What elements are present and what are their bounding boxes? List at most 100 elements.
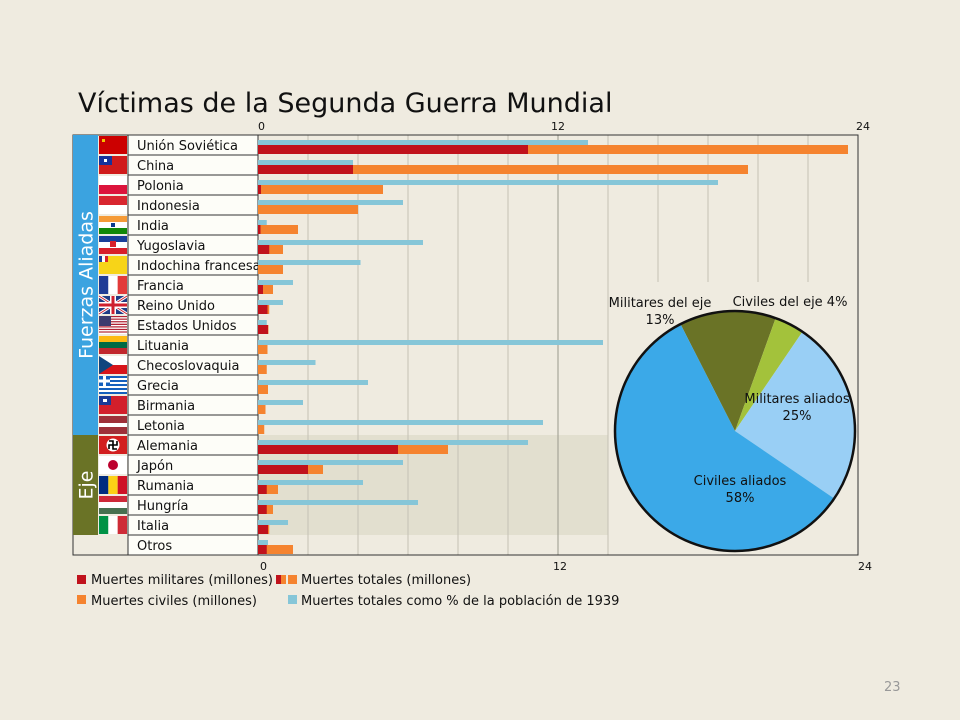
legend-swatch-total-b	[281, 575, 286, 584]
category-label: Yugoslavia	[136, 239, 206, 254]
bar-population-pct	[258, 340, 603, 345]
axis-tick-top: 0	[258, 120, 265, 133]
bar-military-deaths	[258, 445, 398, 454]
category-label: Japón	[136, 459, 173, 474]
category-label: China	[137, 159, 174, 174]
bar-military-deaths	[258, 325, 268, 334]
bar-population-pct	[258, 360, 316, 365]
bar-total-deaths	[258, 385, 268, 394]
bar-military-deaths	[258, 505, 267, 514]
category-label: Lituania	[137, 339, 189, 354]
group-label: Fuerzas Aliadas	[76, 211, 98, 359]
flag-icon	[99, 436, 127, 454]
bar-total-deaths	[258, 365, 267, 374]
bar-total-deaths	[258, 165, 748, 174]
flag-icon	[99, 276, 127, 294]
pie-label: Civiles del eje 4%	[733, 295, 848, 310]
legend-label: Muertes totales (millones)	[301, 573, 471, 588]
category-label: Rumania	[137, 479, 194, 494]
bar-military-deaths	[258, 465, 308, 474]
bar-population-pct	[258, 300, 283, 305]
flag-icon	[99, 496, 127, 514]
flag-icon	[99, 156, 127, 174]
bar-population-pct	[258, 220, 267, 225]
bar-population-pct	[258, 260, 361, 265]
bar-population-pct	[258, 440, 528, 445]
bar-population-pct	[258, 320, 267, 325]
flag-icon	[99, 456, 127, 474]
bar-military-deaths	[258, 485, 267, 494]
bar-military-deaths	[258, 285, 263, 294]
axis-tick-bottom: 0	[260, 560, 267, 573]
flag-icon	[99, 336, 127, 354]
pie-label: Militares del eje	[609, 296, 712, 311]
bar-total-deaths	[258, 145, 848, 154]
bar-total-deaths	[258, 285, 273, 294]
category-label: India	[137, 219, 169, 234]
category-label: Birmania	[137, 399, 195, 414]
bar-military-deaths	[258, 165, 353, 174]
pie-slice	[680, 311, 776, 431]
bar-population-pct	[258, 420, 543, 425]
pie-pct-label: 25%	[783, 409, 812, 424]
legend-swatch-pct	[288, 595, 297, 604]
legend-swatch-military	[77, 575, 86, 584]
category-label: Checoslovaquia	[137, 359, 239, 374]
bar-military-deaths	[258, 545, 267, 554]
category-label: Italia	[137, 519, 169, 534]
bar-total-deaths	[258, 405, 266, 414]
axis-tick-top: 24	[856, 120, 870, 133]
legend-label: Muertes totales como % de la población d…	[301, 594, 619, 609]
bar-population-pct	[258, 540, 268, 545]
flag-icon	[99, 236, 127, 254]
bar-population-pct	[258, 460, 403, 465]
pie-label: Militares aliados	[744, 392, 849, 407]
bar-military-deaths	[258, 305, 268, 314]
category-label: Indonesia	[137, 199, 200, 214]
pie-slice	[735, 331, 855, 499]
pie-slice	[615, 324, 835, 551]
category-label: Grecia	[137, 379, 179, 394]
bar-total-deaths	[258, 425, 265, 434]
bar-total-deaths	[258, 225, 298, 234]
bar-total-deaths	[258, 245, 283, 254]
flag-icon	[99, 396, 127, 414]
bar-total-deaths	[258, 485, 278, 494]
bar-population-pct	[258, 160, 353, 165]
bar-total-deaths	[258, 205, 358, 214]
pie-pct-label: 58%	[726, 491, 755, 506]
axis-tick-bottom: 12	[553, 560, 567, 573]
bar-total-deaths	[258, 265, 283, 274]
slide-title: Víctimas de la Segunda Guerra Mundial	[78, 88, 613, 119]
flag-icon	[99, 196, 127, 214]
pie-pct-label: 13%	[646, 313, 675, 328]
bar-population-pct	[258, 240, 423, 245]
group-label: Eje	[76, 471, 98, 500]
flag-icon	[98, 294, 128, 316]
flag-icon	[99, 316, 127, 334]
bar-population-pct	[258, 480, 363, 485]
bar-total-deaths	[258, 345, 268, 354]
legend-label: Muertes civiles (millones)	[91, 594, 257, 609]
bar-population-pct	[258, 400, 303, 405]
pie-label: Civiles aliados	[694, 474, 787, 489]
legend-swatch-total-c	[288, 575, 297, 584]
category-label: Letonia	[137, 419, 185, 434]
bar-population-pct	[258, 520, 288, 525]
bar-military-deaths	[258, 245, 270, 254]
bar-population-pct	[258, 280, 293, 285]
group-bar-eje	[73, 435, 98, 535]
category-label: Indochina francesa	[137, 259, 261, 274]
legend-label: Muertes militares (millones)	[91, 573, 273, 588]
category-label: Estados Unidos	[137, 319, 237, 334]
group-bar-aliados	[73, 135, 98, 435]
bar-military-deaths	[258, 185, 261, 194]
legend-swatch-civil	[77, 595, 86, 604]
pie-outline	[613, 309, 857, 553]
legend-swatch-total-a	[276, 575, 281, 584]
category-label: Unión Soviética	[137, 139, 238, 154]
bar-military-deaths	[258, 525, 268, 534]
flag-icon	[99, 356, 127, 374]
flag-icon	[99, 476, 127, 494]
category-label: Francia	[137, 279, 184, 294]
